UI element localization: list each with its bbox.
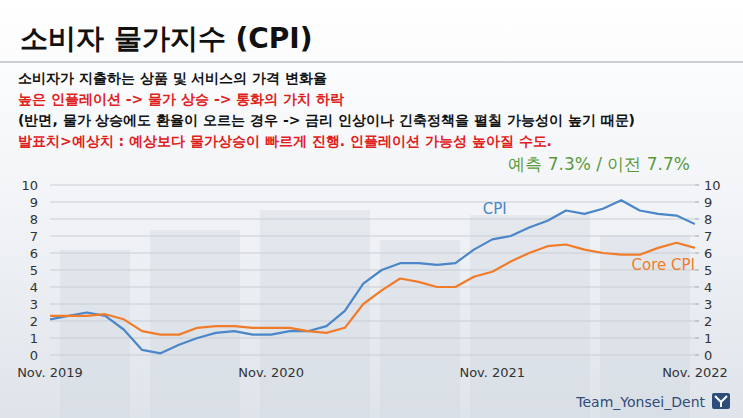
y2-tick [695, 321, 699, 322]
logo [712, 393, 730, 409]
y2-tick [695, 253, 699, 254]
building [260, 210, 370, 418]
annotation: 높은 인플레이션 -> 물가 상승 -> 통화의 가치 하락 [18, 91, 344, 107]
y-tick-label: 1 [30, 331, 38, 346]
y2-tick [695, 338, 699, 339]
series-label: CPI [483, 200, 507, 218]
y2-tick [695, 236, 699, 237]
y-tick-label: 9 [30, 195, 38, 210]
y2-tick-label: 6 [704, 246, 712, 261]
background [0, 0, 743, 418]
y-tick-label: 8 [30, 212, 38, 227]
building [150, 230, 240, 418]
x-tick-label: Nov. 2022 [662, 365, 728, 380]
y-tick-label: 7 [30, 229, 38, 244]
logo-glyph [715, 396, 727, 407]
y2-tick [695, 202, 699, 203]
y2-tick [695, 355, 699, 356]
background-decor [60, 210, 690, 418]
y-tick-label: 6 [30, 246, 38, 261]
y2-tick-label: 0 [704, 348, 712, 363]
slide: 소비자 물가지수 (CPI) 소비자가 지출하는 상품 및 서비스의 가격 변화율… [0, 0, 743, 418]
y2-tick [695, 219, 699, 220]
grid-line [50, 287, 695, 288]
y2-tick [695, 287, 699, 288]
y2-tick-label: 2 [704, 314, 712, 329]
y2-tick-label: 9 [704, 195, 712, 210]
y2-tick-label: 8 [704, 212, 712, 227]
series-line [50, 200, 695, 353]
x-tick-label: Nov. 2021 [459, 365, 525, 380]
grid-line [50, 355, 695, 356]
series-line [50, 243, 695, 335]
y-tick-label: 2 [30, 314, 38, 329]
grid-line [50, 270, 695, 271]
annotation: (반면, 물가 상승에도 환율이 오르는 경우 -> 금리 인상이나 긴축정책을… [18, 112, 635, 128]
source: Team_Yonsei_Dent [575, 394, 705, 410]
x-tick-label: Nov. 2019 [17, 365, 83, 380]
annotation: 예측 7.3% / 이전 7.7% [508, 154, 690, 174]
grid-line [50, 321, 695, 322]
y2-tick-label: 1 [704, 331, 712, 346]
y-tick-label: 3 [30, 297, 38, 312]
building [60, 250, 130, 418]
title-rule [0, 62, 743, 63]
y2-tick [695, 185, 699, 186]
grid-line [50, 236, 695, 237]
annotation: 발표치>예상치 : 예상보다 물가상승이 빠르게 진행. 인플레이션 가능성 높… [18, 133, 552, 149]
y2-tick-label: 5 [704, 263, 712, 278]
grid-line [50, 185, 695, 186]
title: 소비자 물가지수 (CPI) [20, 22, 313, 55]
y-tick-label: 4 [30, 280, 38, 295]
y2-tick [695, 304, 699, 305]
y-tick-label: 0 [30, 348, 38, 363]
y-tick-label: 5 [30, 263, 38, 278]
grid-line [50, 338, 695, 339]
y2-tick-label: 10 [704, 178, 721, 193]
annotation: 소비자가 지출하는 상품 및 서비스의 가격 변화율 [18, 70, 327, 86]
series-label: Core CPI [632, 256, 695, 274]
logo-box [712, 393, 730, 409]
y2-tick [695, 270, 699, 271]
y-tick-label: 10 [21, 178, 38, 193]
grid-line [50, 304, 695, 305]
grid [50, 185, 695, 355]
y2-tick-label: 4 [704, 280, 712, 295]
y2-tick-label: 3 [704, 297, 712, 312]
grid-line [50, 219, 695, 220]
lines [50, 200, 695, 353]
grid-line [50, 202, 695, 203]
y2-tick-label: 7 [704, 229, 712, 244]
x-tick-label: Nov. 2020 [238, 365, 304, 380]
